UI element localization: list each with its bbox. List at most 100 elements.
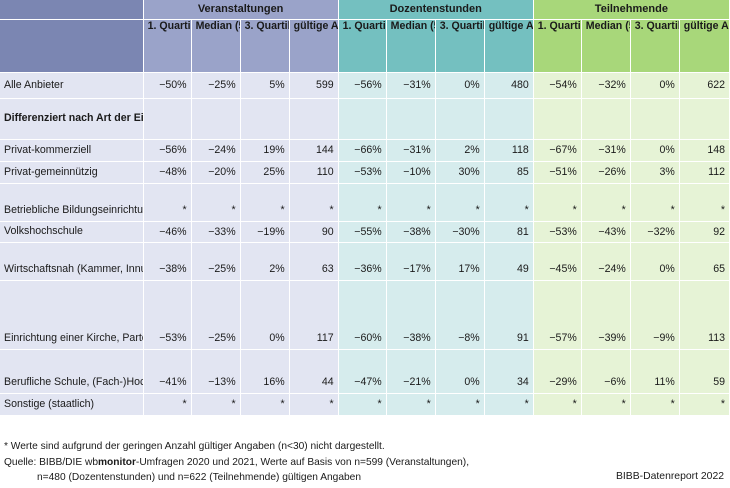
table-cell: −13%: [191, 349, 241, 394]
table-cell: −32%: [581, 72, 631, 99]
table-cell: −26%: [581, 161, 631, 184]
subheader-q3: 3. Quartil (75%): [240, 19, 290, 73]
table-cell: 2%: [435, 139, 485, 162]
table-cell: *: [435, 393, 485, 416]
table-cell: −9%: [630, 280, 680, 350]
header-group-row: Veranstaltungen Dozentenstunden Teilnehm…: [0, 0, 730, 20]
table-cell: 0%: [630, 72, 680, 99]
table-cell: −6%: [581, 349, 631, 394]
table-cell: *: [533, 183, 582, 222]
table-cell: *: [289, 393, 339, 416]
table-row: Wirtschaftsnah (Kammer, Innung, Berufsve…: [0, 242, 730, 281]
table-cell: −36%: [338, 242, 387, 281]
table-cell: −43%: [581, 221, 631, 243]
header-corner: [0, 0, 144, 20]
table-cell: 11%: [630, 349, 680, 394]
table-cell: −51%: [533, 161, 582, 184]
table-cell: [191, 98, 241, 140]
table-cell: [338, 98, 387, 140]
row-label: Betriebliche Bildungseinrichtung: [0, 183, 144, 222]
table-cell: 63: [289, 242, 339, 281]
table-cell: 622: [679, 72, 730, 99]
publication-label: BIBB-Datenreport 2022: [615, 471, 724, 482]
table-cell: [240, 98, 290, 140]
table-cell: [435, 98, 485, 140]
table-cell: −60%: [338, 280, 387, 350]
table-cell: *: [191, 393, 241, 416]
table-cell: *: [581, 183, 631, 222]
table-cell: −24%: [581, 242, 631, 281]
table-cell: −25%: [191, 242, 241, 281]
table-cell: 34: [484, 349, 534, 394]
table-cell: 0%: [435, 349, 485, 394]
table-cell: −38%: [386, 221, 436, 243]
table-cell: *: [630, 393, 680, 416]
table-cell: *: [533, 393, 582, 416]
table-cell: 59: [679, 349, 730, 394]
subheader-q1: 1. Quartil (25%): [533, 19, 582, 73]
table-cell: [581, 98, 631, 140]
table-cell: −8%: [435, 280, 485, 350]
subheader-q3: 3. Quartil (75%): [435, 19, 485, 73]
table-cell: 65: [679, 242, 730, 281]
table-cell: −54%: [533, 72, 582, 99]
table-cell: −19%: [240, 221, 290, 243]
source-suffix: -Umfragen 2020 und 2021, Werte auf Basis…: [135, 456, 470, 468]
table-cell: −41%: [143, 349, 192, 394]
table-cell: *: [484, 183, 534, 222]
row-label: Privat-kommerziell: [0, 139, 144, 162]
subheader-q1: 1. Quartil (25%): [143, 19, 192, 73]
table-cell: 2%: [240, 242, 290, 281]
table-cell: *: [386, 393, 436, 416]
table-cell: 25%: [240, 161, 290, 184]
table-cell: 17%: [435, 242, 485, 281]
subheader-q1: 1. Quartil (25%): [338, 19, 387, 73]
header-sub-row: 1. Quartil (25%) Median (50%) 3. Quartil…: [0, 19, 730, 73]
table-cell: −25%: [191, 280, 241, 350]
table-cell: 81: [484, 221, 534, 243]
subheader-n: gültige Angaben (n): [484, 19, 534, 73]
table-cell: −17%: [386, 242, 436, 281]
table-cell: 144: [289, 139, 339, 162]
table-cell: −32%: [630, 221, 680, 243]
table-cell: 5%: [240, 72, 290, 99]
table-row: Berufliche Schule, (Fach-)Hochschule, Ak…: [0, 349, 730, 394]
table-row: Sonstige (staatlich) * * * * * * * * * * * *: [0, 393, 730, 416]
table-cell: −31%: [386, 139, 436, 162]
table-cell: *: [581, 393, 631, 416]
table-cell: *: [338, 183, 387, 222]
row-label: Volkshochschule: [0, 221, 144, 243]
table-cell: −50%: [143, 72, 192, 99]
table-row: Einrichtung einer Kirche, Partei, Gewerk…: [0, 280, 730, 350]
table-cell: −33%: [191, 221, 241, 243]
table-row: Volkshochschule −46% −33% −19% 90 −55% −38% −30…: [0, 221, 730, 243]
table-cell: [630, 98, 680, 140]
table-row: Privat-kommerziell −56% −24% 19% 144 −66% −31%…: [0, 139, 730, 162]
table-cell: −66%: [338, 139, 387, 162]
table-cell: *: [484, 393, 534, 416]
row-label: Berufliche Schule, (Fach-)Hochschule, Ak…: [0, 349, 144, 394]
table-cell: −39%: [581, 280, 631, 350]
table-cell: −20%: [191, 161, 241, 184]
row-label: Privat-gemeinnützig: [0, 161, 144, 184]
row-label: Einrichtung einer Kirche, Partei, Gewerk…: [0, 280, 144, 350]
table-cell: 117: [289, 280, 339, 350]
subheader-median: Median (50%): [581, 19, 631, 73]
table-cell: −46%: [143, 221, 192, 243]
table-cell: 0%: [630, 242, 680, 281]
table-cell: [679, 98, 730, 140]
table-notes: * Werte sind aufgrund der geringen Anzah…: [4, 439, 726, 486]
table-cell: [484, 98, 534, 140]
table-cell: *: [143, 183, 192, 222]
table-cell: *: [240, 393, 290, 416]
table-cell: 148: [679, 139, 730, 162]
table-cell: −45%: [533, 242, 582, 281]
source-brand: monitor: [98, 456, 136, 468]
table-row: Differenziert nach Art der Einrichtung:: [0, 98, 730, 140]
table-cell: −30%: [435, 221, 485, 243]
table-cell: 44: [289, 349, 339, 394]
table-cell: *: [191, 183, 241, 222]
table-cell: −29%: [533, 349, 582, 394]
table-cell: 90: [289, 221, 339, 243]
table-cell: [143, 98, 192, 140]
